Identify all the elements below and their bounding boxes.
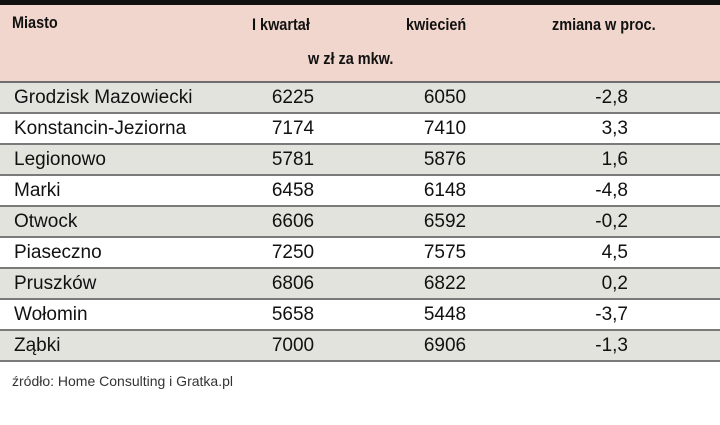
table-row: Grodzisk Mazowiecki 6225 6050 -2,8 — [0, 83, 720, 114]
cell-q1: 6225 — [271, 87, 315, 108]
top-rule — [0, 0, 720, 5]
header-city: Miasto — [12, 13, 58, 32]
cell-q1: 5658 — [271, 304, 315, 325]
header-q1: I kwartał — [252, 15, 310, 34]
header-change: zmiana w proc. — [552, 15, 656, 34]
cell-city: Marki — [14, 180, 61, 201]
cell-city: Wołomin — [14, 304, 88, 325]
cell-city: Otwock — [14, 211, 78, 232]
cell-q1: 7000 — [271, 335, 315, 356]
cell-april: 6050 — [423, 87, 467, 108]
cell-q1: 6458 — [271, 180, 315, 201]
cell-change: -4,8 — [595, 180, 628, 201]
table-row: Legionowo 5781 5876 1,6 — [0, 145, 720, 176]
cell-april: 6592 — [423, 211, 467, 232]
table-row: Piaseczno 7250 7575 4,5 — [0, 238, 720, 269]
cell-april: 6906 — [423, 335, 467, 356]
cell-april: 5876 — [423, 149, 467, 170]
cell-city: Pruszków — [14, 273, 97, 294]
cell-april: 7410 — [423, 118, 467, 139]
cell-q1: 7250 — [271, 242, 315, 263]
cell-april: 7575 — [423, 242, 467, 263]
cell-change: 4,5 — [601, 242, 628, 263]
cell-change: -3,7 — [595, 304, 628, 325]
table-row: Pruszków 6806 6822 0,2 — [0, 269, 720, 300]
header-unit: w zł za mkw. — [308, 49, 394, 68]
table-row: Ząbki 7000 6906 -1,3 — [0, 331, 720, 362]
table-row: Otwock 6606 6592 -0,2 — [0, 207, 720, 238]
cell-change: 1,6 — [601, 149, 628, 170]
cell-q1: 7174 — [271, 118, 315, 139]
cell-change: -0,2 — [595, 211, 628, 232]
cell-april: 6148 — [423, 180, 467, 201]
table-header: Miasto I kwartał kwiecień zmiana w proc.… — [0, 5, 720, 83]
cell-q1: 6806 — [271, 273, 315, 294]
cell-q1: 6606 — [271, 211, 315, 232]
header-april: kwiecień — [406, 15, 467, 34]
cell-change: -2,8 — [595, 87, 628, 108]
cell-change: -1,3 — [595, 335, 628, 356]
cell-city: Ząbki — [14, 335, 61, 356]
cell-q1: 5781 — [271, 149, 315, 170]
cell-city: Piaseczno — [14, 242, 102, 263]
cell-april: 5448 — [423, 304, 467, 325]
cell-city: Grodzisk Mazowiecki — [14, 87, 193, 108]
cell-city: Konstancin-Jeziorna — [14, 118, 187, 139]
table-row: Marki 6458 6148 -4,8 — [0, 176, 720, 207]
cell-change: 3,3 — [601, 118, 628, 139]
cell-city: Legionowo — [14, 149, 106, 170]
table-row: Konstancin-Jeziorna 7174 7410 3,3 — [0, 114, 720, 145]
cell-april: 6822 — [423, 273, 467, 294]
cell-change: 0,2 — [601, 273, 628, 294]
source-note: źródło: Home Consulting i Gratka.pl — [12, 373, 233, 389]
table-row: Wołomin 5658 5448 -3,7 — [0, 300, 720, 331]
